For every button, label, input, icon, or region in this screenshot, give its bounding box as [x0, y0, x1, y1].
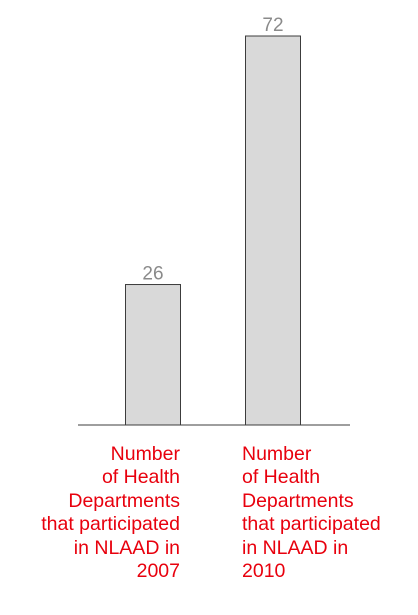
- bar-1: [245, 35, 301, 426]
- bar-0: [125, 284, 181, 426]
- category-label-2007: Number of Health Departments that partic…: [41, 443, 180, 583]
- bars-layer: [125, 35, 301, 426]
- category-label-2010: Number of Health Departments that partic…: [242, 443, 381, 583]
- data-label-1: 72: [262, 15, 283, 36]
- data-labels-layer: 26 72: [142, 15, 283, 285]
- bar-chart: 26 72: [78, 15, 350, 426]
- data-label-0: 26: [142, 264, 163, 285]
